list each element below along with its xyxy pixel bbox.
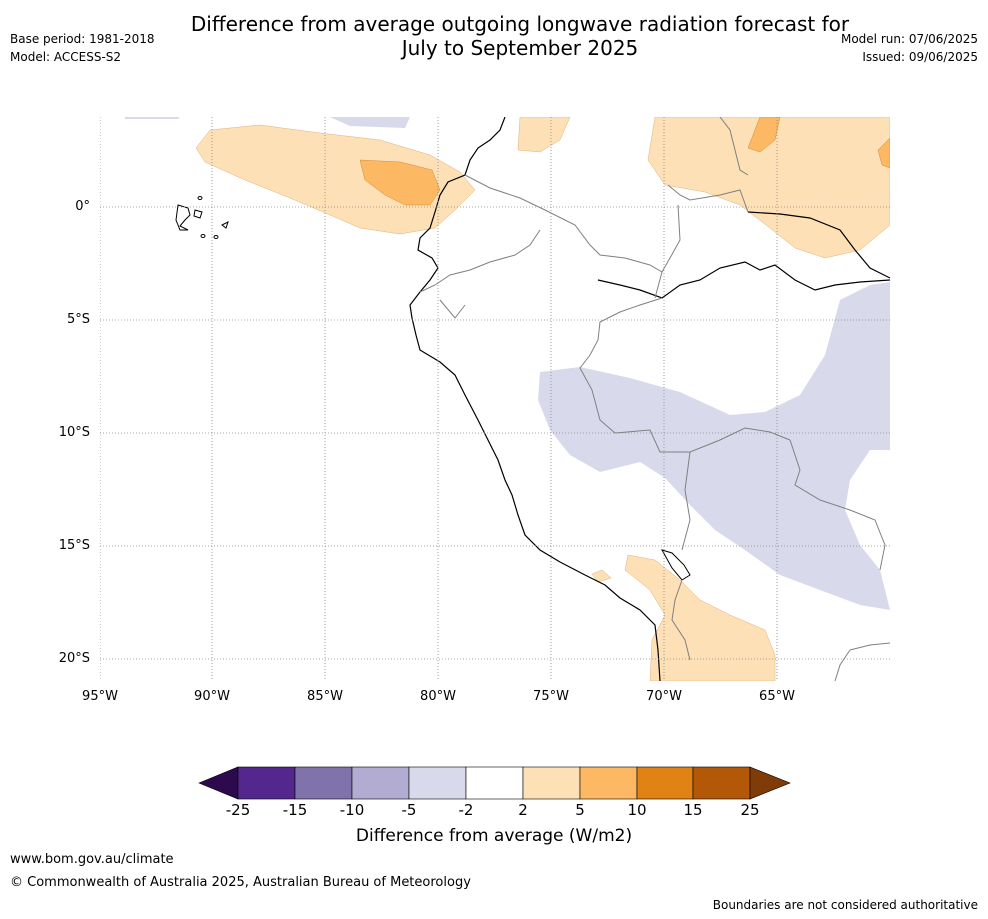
meta-right: Model run: 07/06/2025 Issued: 09/06/2025 [841,30,978,66]
colorbar-bin-6 [522,766,581,800]
lon-label-65w: 65°W [759,689,795,704]
colorbar-bin-9 [692,766,751,800]
lon-label-90w: 90°W [194,689,230,704]
footer-disclaimer: Boundaries are not considered authoritat… [712,898,978,912]
country-borders [419,117,890,681]
anomaly-positive-pacific [195,124,476,235]
lat-label-15s: 15°S [58,538,90,553]
anomaly-positive-coast [591,569,612,583]
meta-left: Base period: 1981-2018 Model: ACCESS-S2 [10,30,155,66]
colorbar-tick: 10 [627,801,647,819]
colorbar-bin-3 [351,766,410,800]
colorbar-tick: -25 [225,801,251,819]
galapagos-islands [175,196,229,239]
colorbar-tick: 2 [518,801,528,819]
lat-label-5s: 5°S [66,312,90,327]
colorbar-bin-4 [408,766,467,800]
colorbar-bin-1 [237,766,296,800]
anomaly-negative-north [330,117,410,128]
map-plot-area [100,117,890,681]
colorbar-bin-7 [579,766,638,800]
lon-label-75w: 75°W [533,689,569,704]
colorbar-max-extension [749,766,791,800]
anomaly-negative-brazil [538,282,890,610]
anomaly-negative-sliver [125,117,180,119]
gridlines [100,117,890,681]
anomaly-strong-pacific [359,159,441,206]
lon-label-85w: 85°W [307,689,343,704]
issued-date: Issued: 09/06/2025 [862,50,978,64]
footer-url: www.bom.gov.au/climate [10,852,174,867]
colorbar-bin-5 [465,766,524,800]
lon-label-95w: 95°W [82,689,118,704]
lat-label-20s: 20°S [58,651,90,666]
colorbar-tick: 5 [575,801,585,819]
footer-copyright: © Commonwealth of Australia 2025, Austra… [10,875,471,890]
colorbar-tick: 15 [683,801,703,819]
title-line-1: Difference from average outgoing longwav… [190,12,850,36]
colorbar-tick: -2 [458,801,474,819]
colorbar-min-extension [198,766,239,800]
lon-label-70w: 70°W [646,689,682,704]
anomaly-strong-amazon [747,117,781,153]
lake-titicaca [660,549,691,581]
anomaly-positive-altiplano [624,554,776,681]
lat-label-10s: 10°S [58,425,90,440]
title-line-2: July to September 2025 [401,36,639,60]
colorbar-tick: -15 [282,801,308,819]
coastline-atlantic [747,211,890,279]
anomaly-positive-amazon [647,117,890,259]
coastline [409,117,661,681]
model-run: Model run: 07/06/2025 [840,32,978,46]
colorbar [198,766,791,800]
anomaly-strong-east [877,137,890,169]
base-period: Base period: 1981-2018 [10,32,155,46]
colorbar-title: Difference from average (W/m2) [355,826,633,846]
colorbar-bin-8 [636,766,694,800]
colorbar-tick: -5 [401,801,417,819]
colorbar-bin-2 [294,766,353,800]
lat-label-0: 0° [75,199,90,214]
anomaly-positive-colombia [517,117,571,153]
chart-title: Difference from average outgoing longwav… [0,12,988,60]
colorbar-tick: -10 [339,801,365,819]
coastline-amazon-river [597,261,890,299]
colorbar-tick: 25 [740,801,760,819]
model-name: Model: ACCESS-S2 [10,50,122,64]
lon-label-80w: 80°W [420,689,456,704]
